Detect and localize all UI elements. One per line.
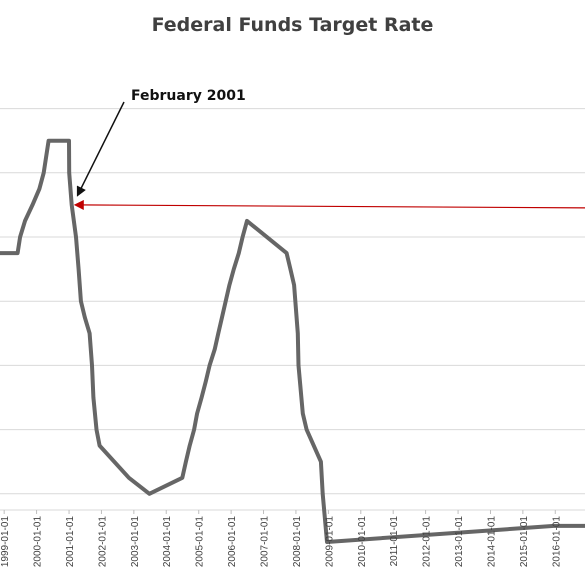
annotation-arrow xyxy=(76,101,125,197)
x-tick-label: 2007-01-01 xyxy=(260,516,271,568)
x-tick-label: 2012-01-01 xyxy=(422,516,433,568)
x-tick-label: 2005-01-01 xyxy=(195,516,206,568)
x-tick-label: 2004-01-01 xyxy=(162,516,173,568)
x-tick-label: 2006-01-01 xyxy=(227,516,238,568)
x-tick-label: 2014-01-01 xyxy=(486,516,497,568)
x-tick-labels: 1999-01-01 2000-01-01 2001-01-01 2002-01-01… xyxy=(0,510,585,567)
x-tick-label: 2000-01-01 xyxy=(33,516,44,568)
series-layer xyxy=(0,138,585,544)
annotation-layer: February 2001 xyxy=(73,88,585,210)
x-tick-label: 2016-01-01 xyxy=(551,516,562,568)
x-tick-label: 2017-01-01 xyxy=(584,516,585,568)
x-tick-label: 2001-01-01 xyxy=(65,516,76,568)
x-tick-label: 2010-01-01 xyxy=(357,516,368,568)
x-tick-label: 2013-01-01 xyxy=(454,516,465,568)
annotation-label: February 2001 xyxy=(131,88,246,104)
chart-title: Federal Funds Target Rate xyxy=(151,14,434,36)
x-tick-label: 2003-01-01 xyxy=(130,516,141,568)
series-line xyxy=(0,138,585,544)
reference-arrow xyxy=(73,199,585,210)
x-tick-label: 2015-01-01 xyxy=(519,516,530,568)
x-tick-label: 2002-01-01 xyxy=(97,516,108,568)
x-tick-label: 1999-01-01 xyxy=(0,516,11,568)
gridlines xyxy=(0,108,585,495)
x-tick-label: 2011-01-01 xyxy=(389,516,400,567)
x-tick-label: 2009-01-01 xyxy=(324,516,335,568)
x-tick-label: 2008-01-01 xyxy=(292,516,303,568)
